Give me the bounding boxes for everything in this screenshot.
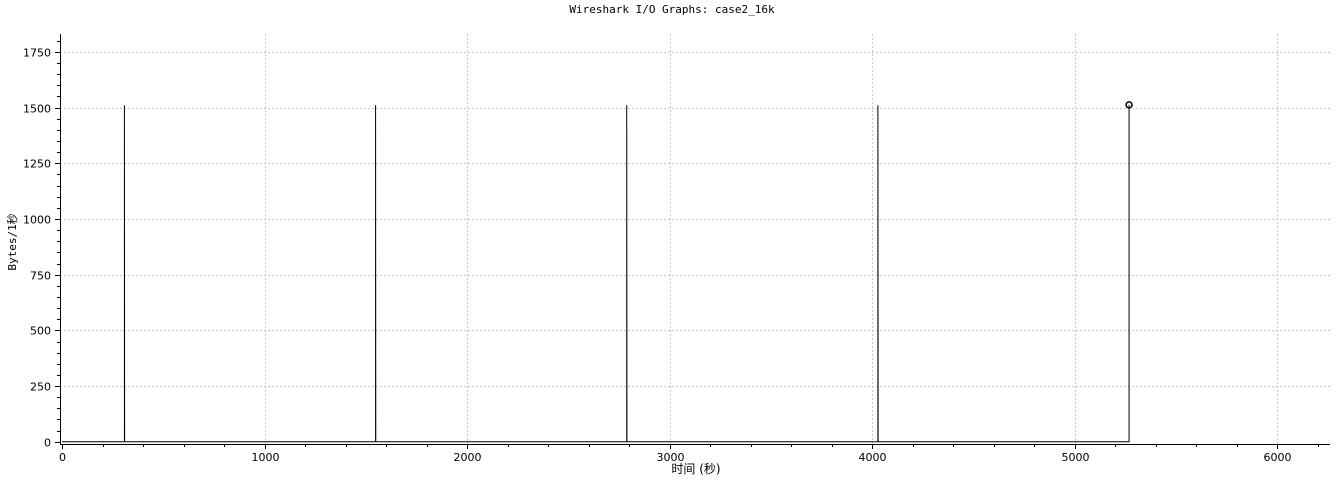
y-tick-label-5: 1250 [23,158,51,171]
y-tick-label-3: 750 [30,270,51,283]
y-tick-label-6: 1500 [23,103,51,116]
y-tick-label-2: 500 [30,325,51,338]
x-tick-label-3: 3000 [657,451,685,464]
series-group [62,101,1133,443]
y-tick-label-0: 0 [44,437,51,450]
y-axis-label: Bytes/1秒 [5,213,19,270]
last-point-marker [1125,101,1133,109]
x-tick-label-6: 6000 [1264,451,1292,464]
x-tick-label-1: 1000 [252,451,280,464]
x-tick-label-4: 4000 [859,451,887,464]
y-tick-label-4: 1000 [23,214,51,227]
x-tick-label-2: 2000 [454,451,482,464]
x-axis-ticks: 0 1000 2000 3000 4000 5000 6000 [59,444,1319,464]
y-tick-label-7: 1750 [23,47,51,60]
y-axis-ticks: 0 250 500 750 1000 1250 1500 1750 [23,41,60,450]
grid-lines [60,34,1330,444]
y-tick-label-1: 250 [30,381,51,394]
x-axis-label: 时间 (秒) [671,462,720,476]
x-tick-label-5: 5000 [1062,451,1090,464]
series-line-0 [62,104,1130,443]
chart-title: Wireshark I/O Graphs: case2_16k [569,3,775,16]
axes [60,34,1330,445]
x-tick-label-0: 0 [59,451,66,464]
